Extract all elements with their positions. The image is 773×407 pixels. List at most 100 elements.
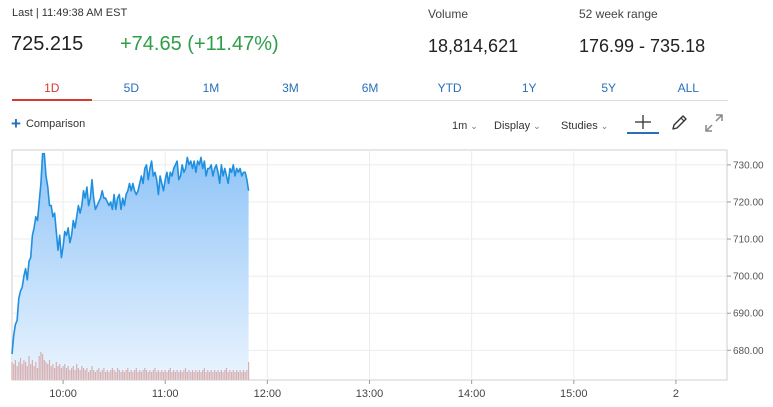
volume-bar <box>168 370 170 380</box>
volume-bar <box>237 372 239 380</box>
tab-1y[interactable]: 1Y <box>521 81 537 95</box>
crosshair-icon <box>635 115 651 129</box>
volume-bar <box>217 370 219 380</box>
range-tabs: 1D 5D 1M 3M 6M YTD 1Y 5Y ALL <box>12 78 728 101</box>
volume-bar <box>246 370 248 380</box>
volume-bar <box>186 372 188 380</box>
volume-bar <box>169 368 171 380</box>
tab-ytd[interactable]: YTD <box>437 81 462 95</box>
week-range-value: 176.99 - 735.18 <box>579 36 706 56</box>
tab-5y[interactable]: 5Y <box>601 81 617 95</box>
volume-bar <box>28 356 30 380</box>
volume-bar <box>134 370 136 380</box>
volume-label: Volume <box>428 7 469 21</box>
volume-bar <box>89 370 91 380</box>
y-tick-label: 680.00 <box>733 346 764 357</box>
volume-bar <box>227 372 229 380</box>
volume-bar <box>135 368 137 380</box>
volume-bar <box>45 362 47 380</box>
last-price: 725.215 <box>11 33 84 55</box>
volume-bar <box>71 368 73 380</box>
volume-bar <box>154 368 156 380</box>
volume-bar <box>140 372 142 380</box>
volume-bar <box>157 370 159 380</box>
chevron-down-icon: ⌄ <box>533 121 541 131</box>
volume-bar <box>40 352 42 380</box>
tab-all[interactable]: ALL <box>677 81 699 95</box>
volume-bar <box>23 360 25 380</box>
comparison-label: Comparison <box>25 118 86 130</box>
volume-bar <box>106 370 108 380</box>
volume-bar <box>178 372 180 380</box>
chart-toolbar: + Comparison 1m ⌄ Display ⌄ Studies ⌄ <box>0 112 773 140</box>
crosshair-button[interactable] <box>627 112 659 134</box>
x-tick-label: 12:00 <box>254 388 282 400</box>
x-tick-label: 15:00 <box>560 388 588 400</box>
volume-bar <box>113 370 115 380</box>
volume-bar <box>60 368 62 380</box>
volume-bar <box>220 370 222 380</box>
expand-icon <box>705 114 723 132</box>
display-select[interactable]: Display ⌄ <box>494 120 541 132</box>
volume-bar <box>152 370 154 380</box>
y-tick-label: 700.00 <box>733 272 764 283</box>
chevron-down-icon: ⌄ <box>600 121 609 131</box>
volume-bar <box>205 372 207 380</box>
volume-bar <box>94 372 96 380</box>
tab-5d[interactable]: 5D <box>123 81 140 95</box>
volume-bar <box>81 366 83 380</box>
volume-bar <box>93 370 95 380</box>
tab-1d[interactable]: 1D <box>12 78 92 101</box>
tab-1m[interactable]: 1M <box>202 81 220 95</box>
volume-bar <box>59 364 61 380</box>
volume-bar <box>30 364 32 380</box>
volume-bar <box>43 360 45 380</box>
x-tick-label: 2 <box>673 388 679 400</box>
volume-bar <box>144 368 146 380</box>
volume-bar <box>125 370 127 380</box>
quote-header: Last | 11:49:38 AM EST 725.215 +74.65 (+… <box>0 0 773 70</box>
studies-select[interactable]: Studies ⌄ <box>561 120 608 132</box>
volume-bar <box>200 372 202 380</box>
price-chart[interactable]: 680.00 690.00 700.00 710.00 720.00 730.00 10:0… <box>0 144 773 407</box>
volume-bar <box>166 372 168 380</box>
volume-bar <box>193 372 195 380</box>
volume-bar <box>57 366 59 380</box>
x-tick-label: 10:00 <box>49 388 77 400</box>
price-line <box>11 152 250 355</box>
volume-bar <box>82 368 85 380</box>
volume-bar <box>21 364 23 380</box>
draw-button[interactable] <box>668 112 690 134</box>
interval-select[interactable]: 1m ⌄ <box>452 120 478 132</box>
last-trade-time: Last | 11:49:38 AM EST <box>12 7 128 19</box>
interval-label: 1m <box>452 120 468 132</box>
tab-3m[interactable]: 3M <box>282 81 299 95</box>
comparison-button[interactable]: + Comparison <box>11 115 86 132</box>
price-change: +74.65 (+11.47%) <box>120 33 279 55</box>
volume-bar <box>54 368 56 380</box>
volume-bar <box>72 366 74 380</box>
volume-bar <box>62 366 64 380</box>
volume-bar <box>52 364 54 380</box>
volume-bar <box>31 360 33 380</box>
volume-bar <box>174 372 176 380</box>
volume-bar <box>16 366 18 380</box>
volume-bar <box>156 372 158 380</box>
volume-bar <box>99 372 102 380</box>
volume-bar <box>188 370 190 380</box>
volume-bar <box>173 370 175 380</box>
volume-bar <box>183 370 185 380</box>
volume-bar <box>142 370 144 380</box>
x-tick-label: 14:00 <box>458 388 486 400</box>
y-tick-label: 720.00 <box>733 197 764 208</box>
volume-bar <box>161 370 163 380</box>
tab-6m[interactable]: 6M <box>361 81 379 95</box>
volume-bar <box>25 362 27 380</box>
expand-button[interactable] <box>703 112 725 134</box>
volume-bar <box>88 372 90 380</box>
volume-bar <box>159 372 161 380</box>
volume-bar <box>198 370 200 380</box>
volume-bar <box>229 370 231 380</box>
volume-bar <box>128 372 131 380</box>
volume-bar <box>242 370 245 380</box>
